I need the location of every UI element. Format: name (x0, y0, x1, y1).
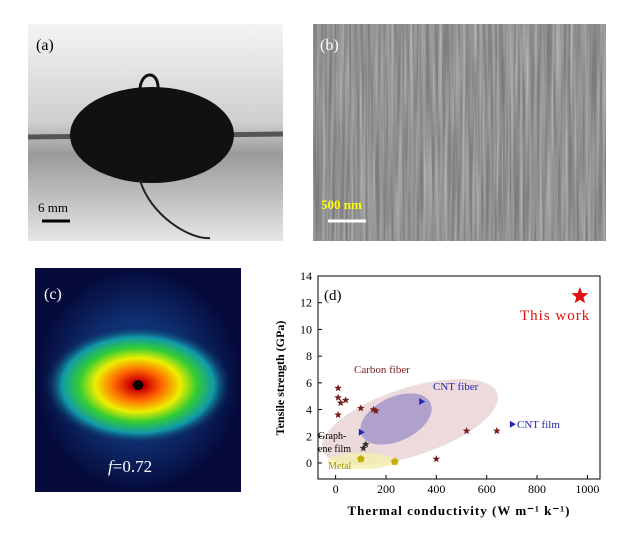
annotation: CNT film (517, 419, 560, 431)
x-axis-label: Thermal conductivity (W m⁻¹ k⁻¹) (348, 503, 571, 518)
panel-label: (d) (324, 288, 342, 304)
value: =0.72 (113, 457, 152, 476)
x-tick-label: 600 (478, 482, 496, 496)
annotation: This work (520, 308, 590, 324)
annotation: Graph- (318, 431, 346, 442)
data-point (357, 404, 365, 412)
orientation-text: f=0.72 (108, 457, 152, 476)
data-point (493, 426, 501, 435)
y-tick-label: 0 (306, 456, 312, 470)
annotation: Carbon fiber (354, 364, 410, 376)
data-point (341, 396, 350, 404)
y-tick-label: 4 (306, 403, 312, 417)
data-point (359, 444, 368, 452)
panel-b: (b) 500 nm (313, 24, 606, 241)
y-tick-label: 2 (306, 429, 312, 443)
y-tick-label: 12 (300, 296, 312, 310)
panel-a: (a) 6 mm (27, 24, 284, 241)
panel-label: (b) (320, 37, 339, 54)
panel-c: (c) f=0.72 (35, 268, 241, 492)
x-tick-label: 1000 (575, 482, 599, 496)
y-tick-label: 14 (300, 269, 312, 283)
data-point (358, 428, 365, 436)
data-point (369, 405, 378, 413)
data-point (334, 393, 342, 401)
strip (139, 179, 211, 240)
x-tick-label: 200 (377, 482, 395, 496)
x-tick-label: 800 (528, 482, 546, 496)
data-point (571, 287, 589, 304)
data-point (334, 410, 342, 419)
panel-label: (c) (44, 286, 62, 303)
strip (138, 73, 160, 93)
data-point (391, 457, 399, 465)
y-tick-label: 6 (306, 376, 312, 390)
plot-frame (317, 275, 601, 480)
symbol: f (108, 457, 115, 476)
region (360, 393, 432, 445)
data-point (419, 398, 426, 405)
y-tick-label: 8 (306, 349, 312, 363)
x-tick-label: 0 (333, 482, 339, 496)
annotation: ene film (318, 444, 351, 455)
beam-stop (133, 380, 143, 390)
data-point (334, 384, 342, 392)
data-point (432, 455, 441, 463)
data-point (372, 406, 380, 415)
x-tick-label: 400 (427, 482, 445, 496)
annotation: Metal (328, 461, 352, 472)
data-point (357, 455, 365, 463)
data-point (362, 440, 370, 448)
scale-text: 500 nm (321, 197, 362, 212)
sem-texture (313, 24, 606, 241)
panel-d: (d) Thermal conductivity (W m⁻¹ k⁻¹) Ten… (273, 269, 601, 518)
data-point (462, 426, 471, 435)
panel-label: (a) (36, 37, 54, 54)
data-point (509, 420, 516, 428)
annotation: CNT fiber (433, 381, 479, 393)
data-point (336, 398, 345, 407)
scale-text: 6 mm (38, 200, 68, 215)
y-tick-label: 10 (300, 322, 312, 336)
coil (70, 87, 234, 183)
y-axis-label: Tensile strength (GPa) (273, 321, 287, 436)
